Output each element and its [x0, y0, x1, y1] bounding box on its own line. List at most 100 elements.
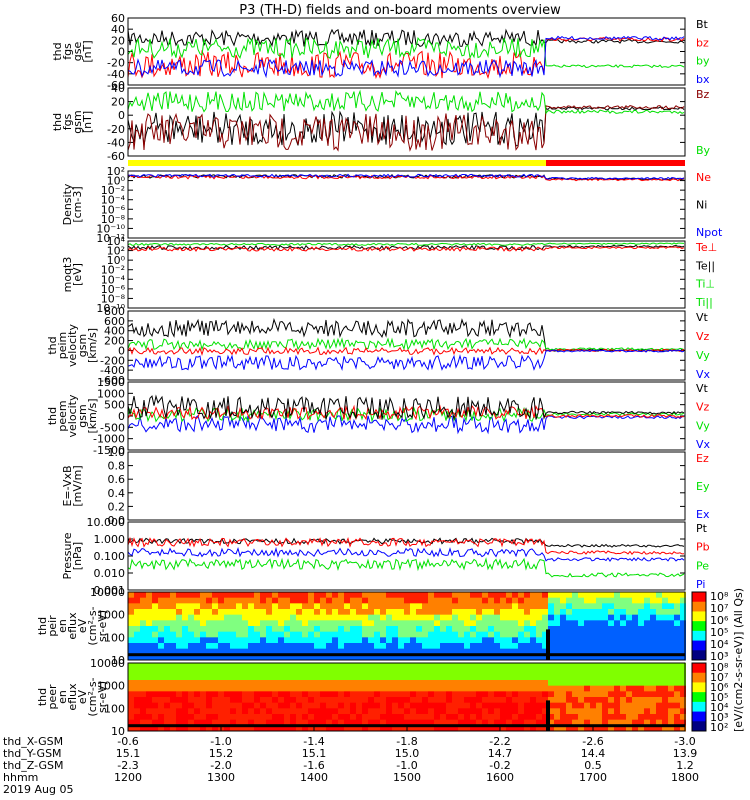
y-axis-label-line: eflux — [66, 683, 79, 711]
spectrogram-cell — [374, 685, 380, 692]
spectrogram-cell — [188, 668, 194, 675]
y-tick-label: -20 — [107, 57, 125, 70]
spectrogram-cell — [596, 719, 602, 726]
spectrogram-cell — [410, 674, 416, 681]
spectrogram-cell — [152, 719, 158, 726]
spectrogram-cell — [608, 654, 614, 661]
spectrogram-cell — [188, 603, 194, 610]
spectrogram-cell — [272, 620, 278, 627]
spectrogram-cell — [518, 626, 524, 633]
spectrogram-cell — [362, 654, 368, 661]
spectrogram-cell — [134, 685, 140, 692]
spectrogram-cell — [350, 663, 356, 670]
spectrogram-cell — [632, 643, 638, 650]
spectrogram-cell — [674, 725, 680, 732]
spectrogram-cell — [518, 680, 524, 687]
spectrogram-cell — [200, 663, 206, 670]
spectrogram-cell — [506, 680, 512, 687]
spectrogram-cell — [200, 719, 206, 726]
spectrogram-cell — [470, 674, 476, 681]
spectrogram-cell — [212, 691, 218, 698]
spectrogram-cell — [278, 654, 284, 661]
spectrogram-cell — [656, 708, 662, 715]
spectrogram-cell — [608, 643, 614, 650]
legend-entry: Npot — [696, 226, 723, 239]
spectrogram-cell — [230, 691, 236, 698]
spectrogram-cell — [344, 663, 350, 670]
spectrogram-cell — [404, 654, 410, 661]
spectrogram-cell — [494, 637, 500, 644]
spectrogram-cell — [518, 691, 524, 698]
spectrogram-cell — [614, 631, 620, 638]
spectrogram-cell — [146, 680, 152, 687]
spectrogram-cell — [368, 708, 374, 715]
spectrogram-cell — [326, 620, 332, 627]
spectrogram-cell — [434, 643, 440, 650]
spectrogram-cell — [494, 592, 500, 599]
spectrogram-cell — [128, 603, 134, 610]
spectrogram-cell — [248, 668, 254, 675]
spectrogram-cell — [254, 620, 260, 627]
spectrogram-cell — [434, 691, 440, 698]
spectrogram-cell — [170, 719, 176, 726]
spectrogram-cell — [230, 643, 236, 650]
spectrogram-cell — [680, 685, 686, 692]
spectrogram-cell — [224, 637, 230, 644]
spectrogram-cell — [662, 674, 668, 681]
y-tick-label: 10⁻¹⁰ — [96, 222, 125, 235]
spectrogram-cell — [578, 680, 584, 687]
spectrogram-cell — [170, 702, 176, 709]
spectrogram-cell — [416, 725, 422, 732]
spectrogram-cell — [338, 674, 344, 681]
spectrogram-cell — [464, 702, 470, 709]
spectrogram-cell — [200, 620, 206, 627]
spectrogram-cell — [512, 691, 518, 698]
spectrogram-cell — [518, 648, 524, 655]
spectrogram-cell — [614, 674, 620, 681]
spectrogram-cell — [572, 674, 578, 681]
spectrogram-cell — [572, 603, 578, 610]
spectrogram-cell — [260, 708, 266, 715]
spectrogram-cell — [176, 603, 182, 610]
spectrogram-cell — [254, 719, 260, 726]
spectrogram-cell — [314, 620, 320, 627]
spectrogram-cell — [416, 643, 422, 650]
spectrogram-cell — [452, 691, 458, 698]
spectrogram-cell — [476, 597, 482, 604]
spectrogram-cell — [236, 609, 242, 616]
spectrogram-cell — [338, 620, 344, 627]
spectrogram-cell — [260, 654, 266, 661]
spectrogram-cell — [152, 648, 158, 655]
spectrogram-cell — [224, 654, 230, 661]
spectrogram-cell — [200, 668, 206, 675]
spectrogram-cell — [236, 643, 242, 650]
spectrogram-cell — [566, 691, 572, 698]
spectrogram-cell — [134, 637, 140, 644]
spectrogram-cell — [338, 603, 344, 610]
spectrogram-cell — [482, 648, 488, 655]
spectrogram-cell — [548, 663, 554, 670]
spectrogram-cell — [146, 719, 152, 726]
legend-entry: By — [696, 144, 711, 157]
spectrogram-cell — [272, 719, 278, 726]
spectrogram-cell — [494, 674, 500, 681]
spectrogram-cell — [314, 725, 320, 732]
spectrogram-cell — [320, 609, 326, 616]
axis-row-value: 1600 — [486, 771, 514, 784]
spectrogram-cell — [176, 725, 182, 732]
spectrogram-cell — [638, 631, 644, 638]
axis-row-value: 15.1 — [302, 747, 327, 760]
spectrogram-cell — [248, 643, 254, 650]
spectrogram-cell — [374, 592, 380, 599]
spectrogram-cell — [158, 702, 164, 709]
spectrogram-cell — [566, 714, 572, 721]
spectrogram-cell — [428, 597, 434, 604]
spectrogram-cell — [548, 643, 554, 650]
axis-row-value: 1500 — [393, 771, 421, 784]
spectrogram-cell — [188, 592, 194, 599]
spectrogram-cell — [458, 603, 464, 610]
spectrogram-cell — [266, 680, 272, 687]
spectrogram-cell — [644, 680, 650, 687]
spectrogram-cell — [662, 637, 668, 644]
colorbar-segment — [692, 721, 706, 732]
